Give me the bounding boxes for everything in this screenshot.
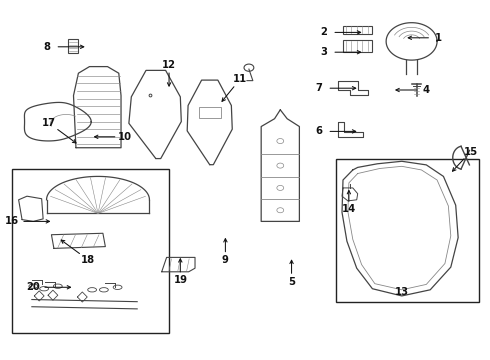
Text: 12: 12 <box>162 60 176 70</box>
Bar <box>343 26 372 34</box>
Text: 8: 8 <box>43 42 50 52</box>
Text: 16: 16 <box>5 216 19 226</box>
Bar <box>12 169 169 333</box>
Text: 1: 1 <box>435 33 442 43</box>
Text: 10: 10 <box>118 132 132 142</box>
Bar <box>199 107 221 118</box>
Text: 20: 20 <box>26 282 40 292</box>
Text: 4: 4 <box>423 85 430 95</box>
Bar <box>68 39 78 53</box>
Text: 11: 11 <box>233 74 247 84</box>
Text: 19: 19 <box>173 275 187 285</box>
Text: 15: 15 <box>464 147 477 157</box>
Text: 14: 14 <box>342 204 356 214</box>
Text: 13: 13 <box>395 287 409 297</box>
Text: 17: 17 <box>42 118 56 128</box>
Bar <box>343 40 372 52</box>
Text: 3: 3 <box>320 47 327 57</box>
Text: 9: 9 <box>222 255 229 265</box>
Text: 18: 18 <box>81 255 95 265</box>
Text: 6: 6 <box>315 126 322 136</box>
Text: 7: 7 <box>315 83 322 93</box>
Bar <box>336 159 479 302</box>
Text: 5: 5 <box>288 276 295 287</box>
Text: 2: 2 <box>320 27 327 37</box>
